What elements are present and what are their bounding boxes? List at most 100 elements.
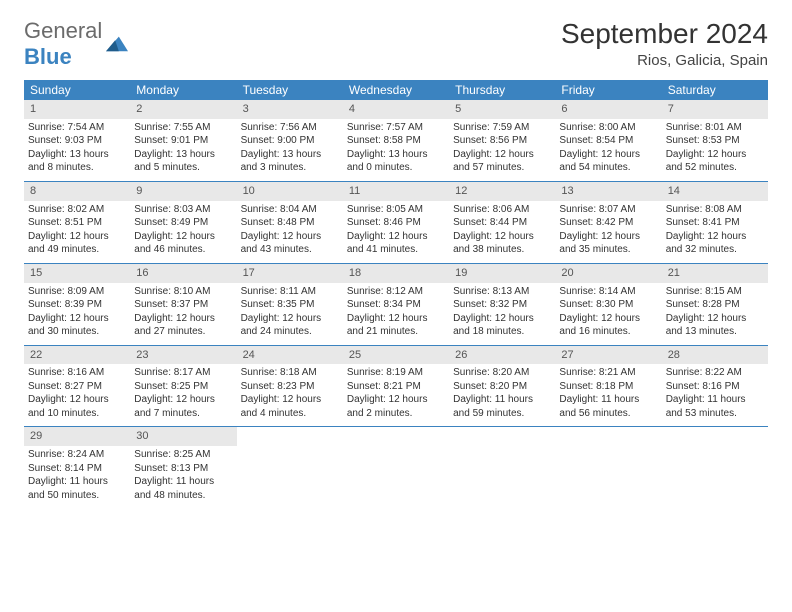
day-number: 4 (343, 100, 449, 119)
day-number: 26 (449, 346, 555, 365)
day-number: 19 (449, 264, 555, 283)
day-number: 17 (237, 264, 343, 283)
day-number: 23 (130, 346, 236, 365)
weekday-wednesday: Wednesday (343, 80, 449, 100)
sunrise-line: Sunrise: 8:25 AM (134, 448, 232, 462)
day-body: Sunrise: 8:01 AMSunset: 8:53 PMDaylight:… (666, 121, 764, 175)
calendar-cell (662, 427, 768, 508)
sunrise-line: Sunrise: 8:11 AM (241, 285, 339, 299)
daylight-line: Daylight: 12 hours and 16 minutes. (559, 312, 657, 339)
sunset-line: Sunset: 8:14 PM (28, 462, 126, 476)
day-body: Sunrise: 7:57 AMSunset: 8:58 PMDaylight:… (347, 121, 445, 175)
calendar-row: 15Sunrise: 8:09 AMSunset: 8:39 PMDayligh… (24, 263, 768, 345)
day-number: 6 (555, 100, 661, 119)
daylight-line: Daylight: 12 hours and 27 minutes. (134, 312, 232, 339)
sunrise-line: Sunrise: 8:16 AM (28, 366, 126, 380)
day-body: Sunrise: 8:22 AMSunset: 8:16 PMDaylight:… (666, 366, 764, 420)
day-body: Sunrise: 8:11 AMSunset: 8:35 PMDaylight:… (241, 285, 339, 339)
day-number: 14 (662, 182, 768, 201)
sunrise-line: Sunrise: 7:59 AM (453, 121, 551, 135)
daylight-line: Daylight: 11 hours and 53 minutes. (666, 393, 764, 420)
day-body: Sunrise: 8:07 AMSunset: 8:42 PMDaylight:… (559, 203, 657, 257)
calendar-cell: 2Sunrise: 7:55 AMSunset: 9:01 PMDaylight… (130, 100, 236, 181)
day-body: Sunrise: 8:25 AMSunset: 8:13 PMDaylight:… (134, 448, 232, 502)
sunset-line: Sunset: 8:23 PM (241, 380, 339, 394)
day-body: Sunrise: 8:15 AMSunset: 8:28 PMDaylight:… (666, 285, 764, 339)
calendar-cell: 4 Sunrise: 7:57 AMSunset: 8:58 PMDaylight… (343, 100, 449, 181)
sunset-line: Sunset: 8:13 PM (134, 462, 232, 476)
sunrise-line: Sunrise: 7:54 AM (28, 121, 126, 135)
day-number: 15 (24, 264, 130, 283)
daylight-line: Daylight: 11 hours and 59 minutes. (453, 393, 551, 420)
day-number: 2 (130, 100, 236, 119)
sunset-line: Sunset: 8:18 PM (559, 380, 657, 394)
calendar-cell: 18Sunrise: 8:12 AMSunset: 8:34 PMDayligh… (343, 263, 449, 345)
sunrise-line: Sunrise: 8:10 AM (134, 285, 232, 299)
weekday-saturday: Saturday (662, 80, 768, 100)
day-body: Sunrise: 8:12 AMSunset: 8:34 PMDaylight:… (347, 285, 445, 339)
calendar-cell: 3Sunrise: 7:56 AMSunset: 9:00 PMDaylight… (237, 100, 343, 181)
sunrise-line: Sunrise: 8:21 AM (559, 366, 657, 380)
sunrise-line: Sunrise: 8:06 AM (453, 203, 551, 217)
day-body: Sunrise: 8:18 AMSunset: 8:23 PMDaylight:… (241, 366, 339, 420)
day-body: Sunrise: 7:54 AMSunset: 9:03 PMDaylight:… (28, 121, 126, 175)
daylight-line: Daylight: 13 hours and 5 minutes. (134, 148, 232, 175)
sunset-line: Sunset: 8:32 PM (453, 298, 551, 312)
sunrise-line: Sunrise: 8:12 AM (347, 285, 445, 299)
day-number: 8 (24, 182, 130, 201)
day-body: Sunrise: 8:24 AMSunset: 8:14 PMDaylight:… (28, 448, 126, 502)
day-number: 30 (130, 427, 236, 446)
sunset-line: Sunset: 9:03 PM (28, 134, 126, 148)
calendar-cell: 25Sunrise: 8:19 AMSunset: 8:21 PMDayligh… (343, 345, 449, 427)
sunrise-line: Sunrise: 8:05 AM (347, 203, 445, 217)
sunset-line: Sunset: 8:16 PM (666, 380, 764, 394)
calendar-cell: 10Sunrise: 8:04 AMSunset: 8:48 PMDayligh… (237, 181, 343, 263)
logo: General Blue (24, 18, 128, 70)
calendar-cell (555, 427, 661, 508)
calendar-cell: 22Sunrise: 8:16 AMSunset: 8:27 PMDayligh… (24, 345, 130, 427)
calendar-cell: 15Sunrise: 8:09 AMSunset: 8:39 PMDayligh… (24, 263, 130, 345)
location: Rios, Galicia, Spain (561, 52, 768, 69)
sunrise-line: Sunrise: 8:18 AM (241, 366, 339, 380)
sunrise-line: Sunrise: 8:24 AM (28, 448, 126, 462)
calendar-cell: 23Sunrise: 8:17 AMSunset: 8:25 PMDayligh… (130, 345, 236, 427)
day-number: 29 (24, 427, 130, 446)
day-body: Sunrise: 7:59 AMSunset: 8:56 PMDaylight:… (453, 121, 551, 175)
daylight-line: Daylight: 11 hours and 56 minutes. (559, 393, 657, 420)
calendar-cell: 30 Sunrise: 8:25 AMSunset: 8:13 PMDayligh… (130, 427, 236, 508)
sunset-line: Sunset: 8:46 PM (347, 216, 445, 230)
sunrise-line: Sunrise: 8:22 AM (666, 366, 764, 380)
sunrise-line: Sunrise: 7:55 AM (134, 121, 232, 135)
sunrise-line: Sunrise: 8:19 AM (347, 366, 445, 380)
day-body: Sunrise: 8:16 AMSunset: 8:27 PMDaylight:… (28, 366, 126, 420)
sunset-line: Sunset: 8:56 PM (453, 134, 551, 148)
day-body: Sunrise: 8:10 AMSunset: 8:37 PMDaylight:… (134, 285, 232, 339)
calendar-cell (449, 427, 555, 508)
day-number: 21 (662, 264, 768, 283)
calendar-cell: 20Sunrise: 8:14 AMSunset: 8:30 PMDayligh… (555, 263, 661, 345)
daylight-line: Daylight: 12 hours and 10 minutes. (28, 393, 126, 420)
calendar-cell: 26Sunrise: 8:20 AMSunset: 8:20 PMDayligh… (449, 345, 555, 427)
sunset-line: Sunset: 8:51 PM (28, 216, 126, 230)
logo-triangle-icon (106, 34, 128, 52)
sunrise-line: Sunrise: 8:14 AM (559, 285, 657, 299)
daylight-line: Daylight: 12 hours and 24 minutes. (241, 312, 339, 339)
day-number: 1 (24, 100, 130, 119)
daylight-line: Daylight: 12 hours and 18 minutes. (453, 312, 551, 339)
day-number: 25 (343, 346, 449, 365)
sunrise-line: Sunrise: 8:07 AM (559, 203, 657, 217)
day-number: 9 (130, 182, 236, 201)
weekday-sunday: Sunday (24, 80, 130, 100)
calendar-row: 1Sunrise: 7:54 AMSunset: 9:03 PMDaylight… (24, 100, 768, 181)
sunset-line: Sunset: 8:27 PM (28, 380, 126, 394)
daylight-line: Daylight: 12 hours and 30 minutes. (28, 312, 126, 339)
daylight-line: Daylight: 12 hours and 32 minutes. (666, 230, 764, 257)
sunset-line: Sunset: 8:28 PM (666, 298, 764, 312)
daylight-line: Daylight: 12 hours and 57 minutes. (453, 148, 551, 175)
sunset-line: Sunset: 8:39 PM (28, 298, 126, 312)
day-body: Sunrise: 8:17 AMSunset: 8:25 PMDaylight:… (134, 366, 232, 420)
day-number: 27 (555, 346, 661, 365)
title-block: September 2024 Rios, Galicia, Spain (561, 18, 768, 69)
weekday-tuesday: Tuesday (237, 80, 343, 100)
sunset-line: Sunset: 8:37 PM (134, 298, 232, 312)
